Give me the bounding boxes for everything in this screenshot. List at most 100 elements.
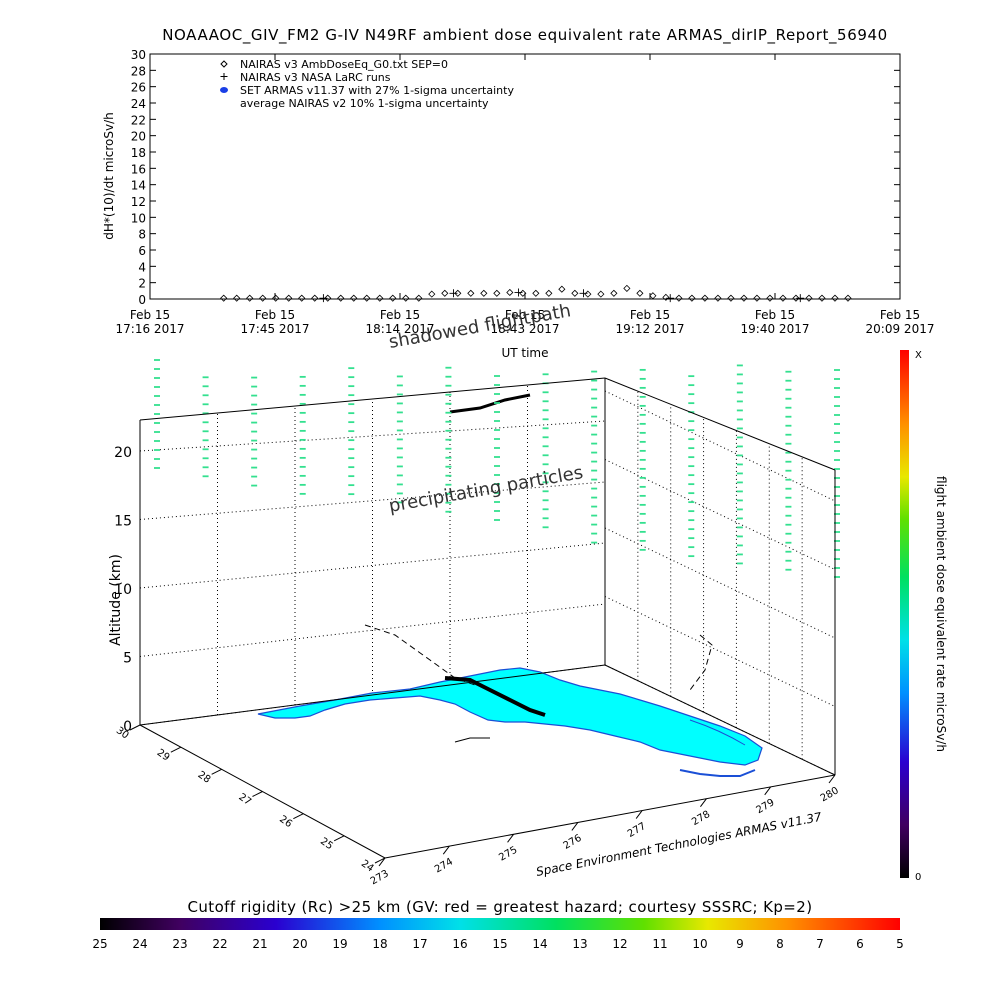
- latitude-tick-label: 27: [236, 792, 253, 808]
- flight-path: [364, 393, 713, 743]
- longitude-tick-label: 273: [369, 868, 391, 887]
- nairas-diamond-point: [779, 294, 787, 302]
- y-tick-label: 26: [131, 81, 146, 95]
- altitude-gridline-right: [604, 527, 836, 639]
- rigidity-tick-label: 24: [132, 937, 147, 951]
- nairas-diamond-point: [441, 289, 449, 297]
- dose-colorbar-top-label: X: [915, 350, 922, 361]
- y-tick-label: 22: [131, 113, 146, 127]
- nairas-diamond-point: [701, 294, 709, 302]
- nairas-diamond-point: [389, 294, 397, 302]
- altitude-axis-label: Altitude (km): [108, 554, 124, 646]
- latitude-tick-mark: [170, 746, 182, 753]
- altitude-gridline-back: [139, 481, 606, 520]
- longitude-tick-mark: [507, 833, 514, 843]
- flight-track-shadowed: [449, 393, 531, 414]
- latitude-tick-mark: [374, 857, 386, 864]
- nairas-diamond-point: [610, 289, 618, 297]
- rigidity-tick-label: 17: [412, 937, 427, 951]
- y-tick-label: 24: [131, 97, 146, 111]
- altitude-tick-label: 5: [123, 651, 132, 667]
- rigidity-tick-label: 15: [492, 937, 507, 951]
- nairas-diamond-point: [532, 289, 540, 297]
- nairas-diamond-point: [831, 294, 839, 302]
- rigidity-tick-label: 8: [776, 937, 784, 951]
- altitude-tick-label: 15: [114, 514, 132, 530]
- altitude-ticks: 0 5 10 15 20: [114, 445, 132, 735]
- nairas-plus-point: [514, 288, 523, 297]
- rigidity-tick-label: 9: [736, 937, 744, 951]
- nairas-diamond-point: [675, 294, 683, 302]
- rigidity-tick-label: 12: [612, 937, 627, 951]
- rigidity-tick-label: 22: [212, 937, 227, 951]
- top-back-edge: [139, 377, 606, 421]
- rigidity-tick-label: 19: [332, 937, 347, 951]
- nairas-diamond-point: [415, 294, 423, 302]
- legend-label: NAIRAS v3 NASA LaRC runs: [240, 71, 391, 84]
- rigidity-tick-label: 16: [452, 937, 467, 951]
- 3d-axes: [139, 377, 836, 859]
- rigidity-colorbar-ticks: 25 24 23 22 21 20 19 18 17 16 15 14 13 12 11 10 9 8 7 6 5: [92, 937, 903, 951]
- flight-path-dashed-east: [689, 634, 713, 691]
- nairas-diamond-point: [584, 290, 592, 298]
- rigidity-colorbar-title: Cutoff rigidity (Rc) >25 km (GV: red = g…: [188, 898, 813, 916]
- x-tick-date: Feb 15: [880, 308, 920, 322]
- nairas-diamond-point: [259, 294, 267, 302]
- x-tick-time: 19:40 2017: [741, 322, 810, 336]
- x-tick-time: 17:45 2017: [241, 322, 310, 336]
- dose-colorbar-bottom-label: 0: [915, 872, 921, 883]
- latitude-tick-label: 28: [196, 769, 213, 785]
- latitude-tick-mark: [211, 768, 222, 775]
- altitude-gridline-right: [604, 459, 836, 570]
- altitude-gridline-right: [604, 390, 836, 502]
- nairas-diamond-point: [766, 294, 774, 302]
- timeseries-x-label: UT time: [501, 346, 548, 360]
- nairas-diamond-point: [285, 294, 293, 302]
- back-right-bottom-edge: [604, 664, 836, 776]
- timeseries-series: [220, 284, 852, 303]
- nairas-diamond-point: [376, 294, 384, 302]
- y-tick-label: 30: [131, 48, 146, 62]
- nairas-diamond-point: [402, 294, 410, 302]
- rigidity-tick-label: 6: [856, 937, 864, 951]
- dose-colorbar-label: flight ambient dose equivalent rate micr…: [934, 476, 948, 752]
- nairas-diamond-point: [571, 289, 579, 297]
- legend-dot-marker: [220, 87, 228, 93]
- longitude-tick-label: 277: [626, 821, 648, 840]
- latitude-tick-mark: [293, 813, 304, 820]
- rigidity-tick-label: 7: [816, 937, 824, 951]
- rigidity-tick-label: 21: [252, 937, 267, 951]
- y-tick-label: 12: [131, 195, 146, 209]
- nairas-diamond-point: [727, 294, 735, 302]
- florida-landmass: [257, 667, 763, 766]
- x-tick-date: Feb 15: [505, 308, 545, 322]
- latitude-tick-label: 25: [318, 836, 335, 852]
- nairas-diamond-point: [220, 294, 228, 302]
- y-tick-label: 2: [138, 277, 146, 291]
- y-tick-label: 28: [131, 64, 146, 78]
- longitude-tick-mark: [442, 845, 450, 855]
- y-tick-label: 10: [131, 211, 146, 225]
- rigidity-tick-label: 23: [172, 937, 187, 951]
- y-tick-label: 16: [131, 162, 146, 176]
- flight-track-ground: [454, 737, 490, 743]
- nairas-diamond-point: [350, 294, 358, 302]
- nairas-plus-point: [796, 294, 805, 303]
- latitude-tick-mark: [129, 724, 141, 731]
- nairas-diamond-point: [818, 294, 826, 302]
- nairas-plus-point: [666, 294, 675, 303]
- rigidity-tick-label: 25: [92, 937, 107, 951]
- nairas-diamond-point: [597, 290, 605, 298]
- x-tick-time: 19:12 2017: [616, 322, 685, 336]
- nairas-diamond-point: [545, 289, 553, 297]
- nairas-diamond-point: [740, 294, 748, 302]
- latitude-tick-label: 24: [359, 858, 376, 874]
- nairas-diamond-point: [558, 285, 566, 293]
- nairas-diamond-point: [311, 294, 319, 302]
- nairas-diamond-point: [662, 293, 670, 301]
- rigidity-colorbar: Cutoff rigidity (Rc) >25 km (GV: red = g…: [92, 898, 903, 951]
